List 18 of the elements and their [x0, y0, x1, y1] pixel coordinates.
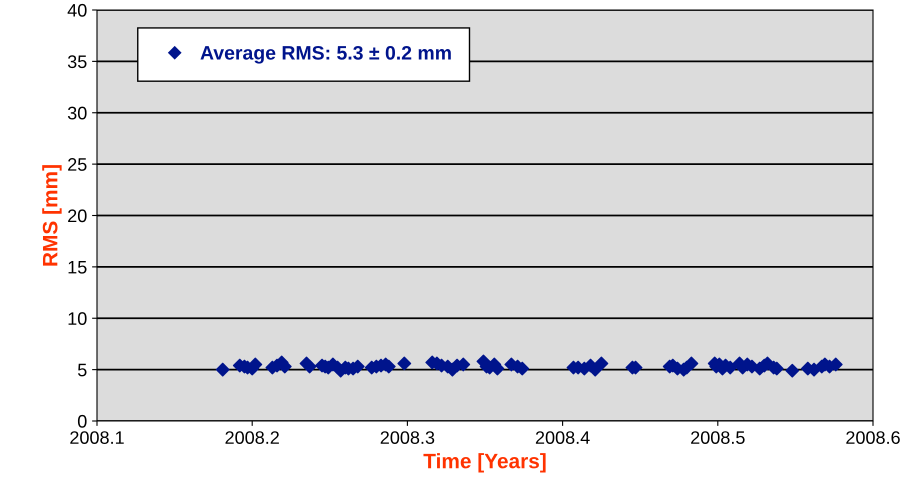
- y-tick-label: 15: [68, 260, 87, 274]
- y-tick-label: 30: [68, 106, 87, 120]
- legend-label: Average RMS: 5.3 ± 0.2 mm: [200, 46, 451, 64]
- x-tick-label: 2008.4: [536, 431, 590, 444]
- x-tick-label: 2008.1: [70, 431, 124, 444]
- x-tick-label: 2008.3: [380, 431, 434, 444]
- y-tick-label: 20: [68, 209, 87, 222]
- x-tick-label: 2008.5: [691, 431, 745, 444]
- y-axis-title: RMS [mm]: [42, 165, 62, 266]
- y-tick-label: 40: [68, 4, 87, 17]
- y-tick-label: 25: [68, 158, 87, 171]
- x-tick-label: 2008.6: [846, 431, 900, 444]
- x-tick-label: 2008.2: [226, 431, 279, 444]
- y-tick-label: 35: [68, 55, 87, 68]
- y-tick-label: 0: [78, 414, 87, 428]
- y-tick-label: 10: [68, 312, 87, 325]
- x-axis-title: Time [Years]: [423, 453, 546, 473]
- y-tick-label: 5: [78, 364, 87, 376]
